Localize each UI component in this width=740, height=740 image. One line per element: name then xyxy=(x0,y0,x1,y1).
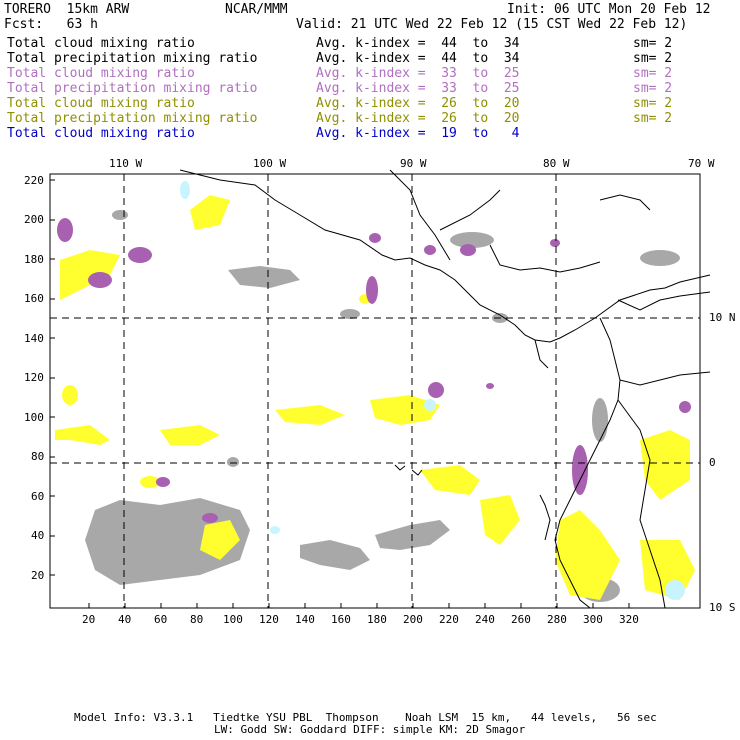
org-label: NCAR/MMM xyxy=(225,2,288,17)
lat-label: 0 xyxy=(709,456,716,469)
x-tick-label: 60 xyxy=(154,613,168,626)
x-tick-label: 200 xyxy=(403,613,423,626)
lat-label: 10 N xyxy=(709,311,736,324)
init-time: Init: 06 UTC Mon 20 Feb 12 xyxy=(507,2,711,17)
yellow-precip-field xyxy=(55,195,695,600)
x-tick-label: 260 xyxy=(511,613,531,626)
legend-sm: sm= 2 xyxy=(633,66,673,81)
legend-kindex: Avg. k-index = 19 to 4 xyxy=(316,126,520,141)
legend-field: Total cloud mixing ratio xyxy=(7,96,195,111)
legend-field: Total precipitation mixing ratio xyxy=(7,51,258,66)
legend-field: Total cloud mixing ratio xyxy=(7,66,195,81)
purple-cloud-field xyxy=(57,218,691,523)
y-tick-label: 200 xyxy=(24,213,44,226)
x-tick-label: 80 xyxy=(190,613,204,626)
y-tick-label: 160 xyxy=(24,292,44,305)
y-tick-label: 220 xyxy=(24,174,44,187)
lon-label: 80 W xyxy=(543,157,570,170)
y-tick-label: 20 xyxy=(31,569,45,582)
y-tick-label: 140 xyxy=(24,332,44,345)
x-tick-label: 160 xyxy=(331,613,351,626)
y-tick-label: 100 xyxy=(24,411,44,424)
model-title: TORERO 15km ARW xyxy=(4,2,130,17)
legend-field: Total cloud mixing ratio xyxy=(7,126,195,141)
legend-field: Total cloud mixing ratio xyxy=(7,36,195,51)
x-tick-label: 300 xyxy=(583,613,603,626)
x-tick-label: 100 xyxy=(223,613,243,626)
lon-label: 110 W xyxy=(109,157,143,170)
lat-lon-gridlines xyxy=(50,174,700,608)
y-tick-label: 40 xyxy=(31,529,45,542)
legend-kindex: Avg. k-index = 26 to 20 xyxy=(316,96,520,111)
legend-kindex: Avg. k-index = 33 to 25 xyxy=(316,66,520,81)
legend-kindex: Avg. k-index = 44 to 34 xyxy=(316,36,520,51)
x-tick-label: 220 xyxy=(439,613,459,626)
lon-label: 100 W xyxy=(253,157,287,170)
y-tick-label: 180 xyxy=(24,253,44,266)
forecast-hour: Fcst: 63 h xyxy=(4,17,98,32)
lon-label: 70 W xyxy=(688,157,715,170)
legend-field: Total precipitation mixing ratio xyxy=(7,81,258,96)
y-tick-label: 80 xyxy=(31,450,45,463)
legend-sm: sm= 2 xyxy=(633,96,673,111)
x-tick-label: 180 xyxy=(367,613,387,626)
y-tick-label: 120 xyxy=(24,371,44,384)
coastlines xyxy=(179,169,711,609)
valid-time: Valid: 21 UTC Wed 22 Feb 12 (15 CST Wed … xyxy=(296,17,688,32)
lon-label: 90 W xyxy=(400,157,427,170)
model-info-line2: LW: Godd SW: Goddard DIFF: simple KM: 2D… xyxy=(214,723,526,736)
lat-label: 10 S xyxy=(709,601,736,614)
legend-sm: sm= 2 xyxy=(633,111,673,126)
y-tick-label: 60 xyxy=(31,490,45,503)
legend-sm: sm= 2 xyxy=(633,51,673,66)
x-tick-label: 20 xyxy=(82,613,96,626)
x-tick-label: 140 xyxy=(295,613,315,626)
tick-marks xyxy=(50,179,630,608)
x-tick-label: 40 xyxy=(118,613,132,626)
x-tick-label: 320 xyxy=(619,613,639,626)
legend-sm: sm= 2 xyxy=(633,81,673,96)
model-info-line1: Model Info: V3.3.1 Tiedtke YSU PBL Thomp… xyxy=(74,711,657,724)
cyan-cloud-field xyxy=(180,181,685,600)
x-tick-label: 120 xyxy=(259,613,279,626)
legend-sm: sm= 2 xyxy=(633,36,673,51)
map-frame xyxy=(49,173,701,609)
x-tick-label: 280 xyxy=(547,613,567,626)
legend-kindex: Avg. k-index = 33 to 25 xyxy=(316,81,520,96)
x-tick-label: 240 xyxy=(475,613,495,626)
legend-field: Total precipitation mixing ratio xyxy=(7,111,258,126)
legend-kindex: Avg. k-index = 26 to 20 xyxy=(316,111,520,126)
legend-kindex: Avg. k-index = 44 to 34 xyxy=(316,51,520,66)
